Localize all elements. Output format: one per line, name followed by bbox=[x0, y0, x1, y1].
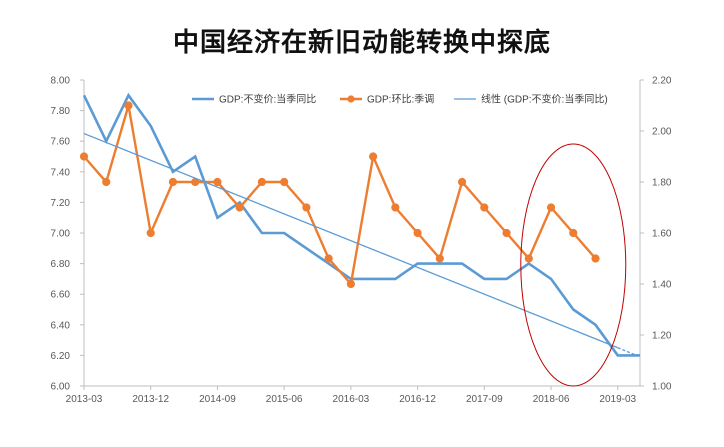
left-tick-label: 6.20 bbox=[51, 351, 71, 362]
right-tick-label: 1.40 bbox=[652, 280, 672, 291]
x-tick-label: 2014-09 bbox=[199, 394, 236, 405]
right-tick-label: 1.00 bbox=[652, 382, 672, 393]
gdp-qoq-point bbox=[79, 152, 89, 161]
left-tick-label: 6.40 bbox=[51, 320, 71, 331]
left-tick-label: 7.60 bbox=[51, 137, 71, 148]
trendline-extension bbox=[617, 347, 639, 357]
left-tick-label: 6.60 bbox=[51, 290, 71, 301]
gdp-yoy-line bbox=[82, 92, 640, 357]
x-tick-label: 2016-12 bbox=[399, 394, 436, 405]
gdp-qoq-point bbox=[435, 254, 444, 263]
left-tick-label: 7.20 bbox=[51, 198, 71, 209]
left-tick-label: 8.00 bbox=[51, 76, 71, 87]
gdp-qoq-point bbox=[546, 203, 556, 212]
gdp-qoq-point bbox=[569, 228, 578, 238]
right-tick-label: 1.60 bbox=[652, 229, 672, 240]
gdp-qoq-point bbox=[346, 279, 355, 289]
highlight-ellipse bbox=[520, 143, 627, 387]
gdp-qoq-point bbox=[124, 101, 133, 110]
x-tick-label: 2019-03 bbox=[599, 394, 636, 405]
gdp-qoq-point bbox=[502, 228, 511, 238]
x-tick-label: 2013-03 bbox=[66, 394, 103, 405]
series-layer bbox=[79, 92, 640, 357]
gdp-qoq-point bbox=[457, 177, 467, 187]
gdp-qoq-point bbox=[235, 203, 244, 212]
gdp-qoq-point bbox=[257, 177, 267, 187]
annotation-layer bbox=[520, 143, 627, 387]
gdp-qoq-point bbox=[302, 203, 311, 212]
gdp-qoq-line bbox=[83, 105, 597, 287]
legend: GDP:不变价:当季同比 GDP:环比:季调 线性 (GDP:不变价:当季同比) bbox=[192, 93, 608, 106]
right-tick-label: 1.80 bbox=[652, 178, 672, 189]
x-tick-label: 2013-12 bbox=[132, 394, 169, 405]
gdp-qoq-point bbox=[480, 203, 489, 212]
right-tick-label: 2.00 bbox=[652, 127, 672, 138]
gdp-qoq-point bbox=[591, 254, 600, 263]
gdp-qoq-point bbox=[369, 152, 378, 161]
gdp-qoq-point bbox=[413, 228, 422, 238]
gdp-qoq-point bbox=[213, 177, 222, 187]
axes-layer: 6.00 6.20 6.40 6.60 6.80 7.00 7.20 7.40 7.60 7.80… bbox=[51, 76, 672, 406]
left-tick-label: 7.80 bbox=[51, 106, 71, 117]
left-tick-label: 6.80 bbox=[51, 259, 71, 270]
gdp-qoq-point bbox=[524, 254, 533, 263]
chart-title: 中国经济在新旧动能转换中探底 bbox=[172, 28, 551, 58]
x-tick-label: 2017-09 bbox=[466, 394, 503, 405]
legend-label: GDP:不变价:当季同比 bbox=[219, 93, 316, 106]
legend-label: GDP:环比:季调 bbox=[367, 94, 434, 106]
left-tick-label: 7.00 bbox=[51, 229, 71, 240]
gdp-qoq-point bbox=[102, 177, 111, 187]
gdp-qoq-point bbox=[324, 254, 333, 263]
x-tick-label: 2015-06 bbox=[266, 394, 303, 405]
gdp-qoq-point bbox=[168, 177, 178, 187]
gdp-qoq-point bbox=[146, 228, 155, 238]
right-tick-label: 1.20 bbox=[652, 331, 672, 342]
left-tick-label: 7.40 bbox=[51, 167, 71, 178]
trendline bbox=[83, 132, 619, 349]
left-tick-label: 6.00 bbox=[51, 382, 71, 393]
legend-label: 线性 (GDP:不变价:当季同比) bbox=[481, 93, 608, 106]
right-tick-label: 2.20 bbox=[652, 76, 672, 87]
legend-marker bbox=[347, 95, 355, 103]
gdp-qoq-point bbox=[391, 203, 400, 212]
x-tick-label: 2016-03 bbox=[333, 394, 370, 405]
x-tick-label: 2018-06 bbox=[533, 394, 570, 405]
gdp-qoq-point bbox=[280, 177, 289, 187]
